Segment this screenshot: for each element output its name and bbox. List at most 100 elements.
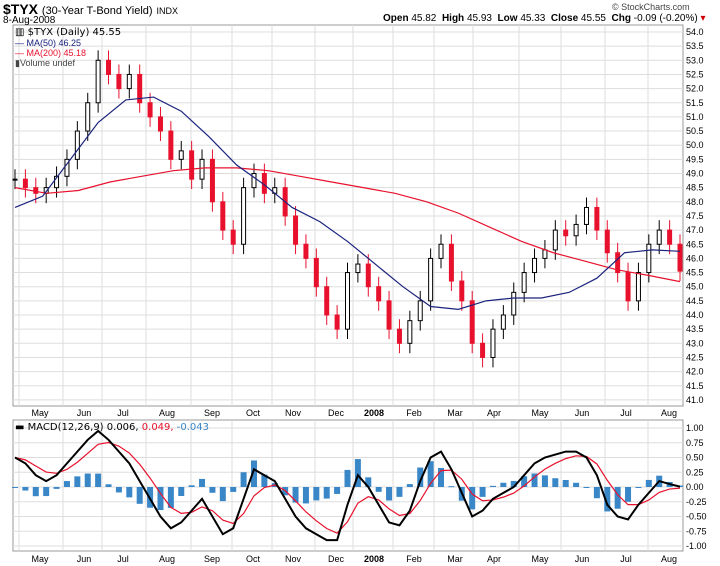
macd-histogram-bar — [448, 486, 455, 488]
macd-histogram-bar — [157, 487, 164, 511]
macd-histogram-bar — [230, 487, 237, 492]
candle-body — [667, 229, 673, 245]
candle-body — [386, 300, 392, 330]
macd-histogram-bar — [209, 487, 216, 493]
candle-body — [417, 300, 423, 322]
macd-histogram-bar — [521, 476, 528, 487]
price-tick-label: 53.0 — [686, 55, 704, 65]
candle-body — [137, 73, 143, 104]
macd-histogram-bar — [105, 484, 112, 487]
macd-histogram-bar — [313, 487, 320, 501]
price-tick-label: 51.5 — [686, 98, 704, 108]
month-label: Apr — [487, 554, 501, 564]
candle-body — [594, 206, 600, 231]
macd-histogram-bar — [219, 487, 226, 502]
month-label: Jul — [117, 408, 129, 418]
month-label: 2008 — [364, 408, 384, 418]
macd-histogram-bar — [354, 459, 361, 487]
candle-body — [500, 314, 506, 330]
price-tick-label: 41.0 — [686, 395, 704, 405]
candle-body — [448, 243, 454, 282]
month-label: Nov — [285, 408, 302, 418]
legend-ma200: — MA(200) 45.18 — [15, 48, 87, 58]
macd-histogram-bar — [406, 484, 413, 487]
macd-histogram-bar — [43, 487, 50, 497]
macd-histogram-bar — [469, 487, 476, 510]
price-tick-label: 48.0 — [686, 197, 704, 207]
macd-histogram-bar — [479, 487, 486, 497]
candle-body — [251, 173, 257, 189]
month-label: Sep — [204, 408, 220, 418]
month-label: Mar — [447, 408, 463, 418]
candle-body — [209, 158, 215, 203]
macd-histogram-bar — [53, 487, 60, 489]
legend-volume: ▮Volume undef — [15, 58, 75, 68]
candle-body — [573, 223, 579, 237]
macd-tick-label: -0.25 — [686, 497, 707, 507]
macd-histogram-bar — [396, 487, 403, 497]
volume-icon: ▮ — [15, 58, 20, 68]
macd-histogram-bar — [22, 487, 29, 491]
macd-histogram-bar — [635, 487, 642, 488]
month-label: Oct — [246, 554, 261, 564]
month-label: May — [531, 408, 549, 418]
macd-histogram-bar — [12, 487, 18, 488]
macd-histogram-bar — [95, 473, 102, 487]
ma50-line — [14, 96, 681, 310]
macd-histogram-bar — [386, 487, 393, 501]
candle-body — [230, 229, 236, 245]
macd-histogram-bar — [115, 487, 122, 493]
candle-body — [303, 243, 309, 259]
candle-body — [355, 263, 361, 274]
candle-body — [511, 291, 517, 316]
candle-icon: ▥ — [15, 27, 25, 38]
macd-histogram-bar — [240, 472, 247, 487]
macd-histogram-bar — [604, 487, 611, 512]
candle-body — [625, 272, 631, 302]
month-label: Aug — [661, 554, 677, 564]
candle-body — [220, 201, 226, 231]
month-label: May — [531, 554, 549, 564]
macd-histogram-bar — [573, 482, 580, 487]
macd-histogram-bar — [261, 474, 268, 487]
candle-body — [604, 229, 610, 254]
candle-body — [542, 249, 548, 259]
macd-tick-label: -0.75 — [686, 526, 707, 536]
month-label: Aug — [159, 408, 175, 418]
macd-tick-label: 0.25 — [686, 467, 704, 477]
candle-body — [85, 102, 91, 132]
price-tick-label: 53.5 — [686, 41, 704, 51]
macd-histogram-bar — [250, 460, 257, 487]
price-tick-label: 44.0 — [686, 310, 704, 320]
price-tick-label: 41.5 — [686, 381, 704, 391]
candle-body — [147, 102, 153, 118]
candle-body — [532, 257, 538, 274]
month-label: Apr — [487, 408, 501, 418]
candle-body — [552, 229, 558, 251]
month-label: Jun — [77, 408, 92, 418]
month-label: Mar — [447, 554, 463, 564]
month-label: Oct — [246, 408, 261, 418]
price-tick-label: 43.5 — [686, 324, 704, 334]
month-label: Jun — [575, 408, 590, 418]
macd-histogram-bar — [427, 461, 434, 487]
candle-body — [116, 73, 122, 90]
candle-body — [396, 328, 402, 344]
month-label: Feb — [406, 554, 422, 564]
candle-body — [469, 300, 475, 344]
candle-body — [334, 314, 340, 330]
macd-histogram-bar — [500, 482, 507, 487]
candle-body — [106, 59, 112, 75]
candle-body — [376, 286, 382, 302]
candle-body — [126, 73, 132, 90]
macd-histogram-bar — [438, 467, 445, 487]
candle-body — [428, 257, 434, 302]
legend-price: ▥ $TYX (Daily) 45.55 — [15, 27, 122, 38]
candle-body — [365, 263, 371, 288]
month-label: Feb — [406, 408, 422, 418]
macd-histogram-bar — [510, 480, 517, 487]
exchange: INDX — [156, 6, 178, 16]
macd-histogram-bar — [32, 487, 39, 497]
macd-line — [14, 429, 681, 542]
month-label: Dec — [328, 408, 345, 418]
